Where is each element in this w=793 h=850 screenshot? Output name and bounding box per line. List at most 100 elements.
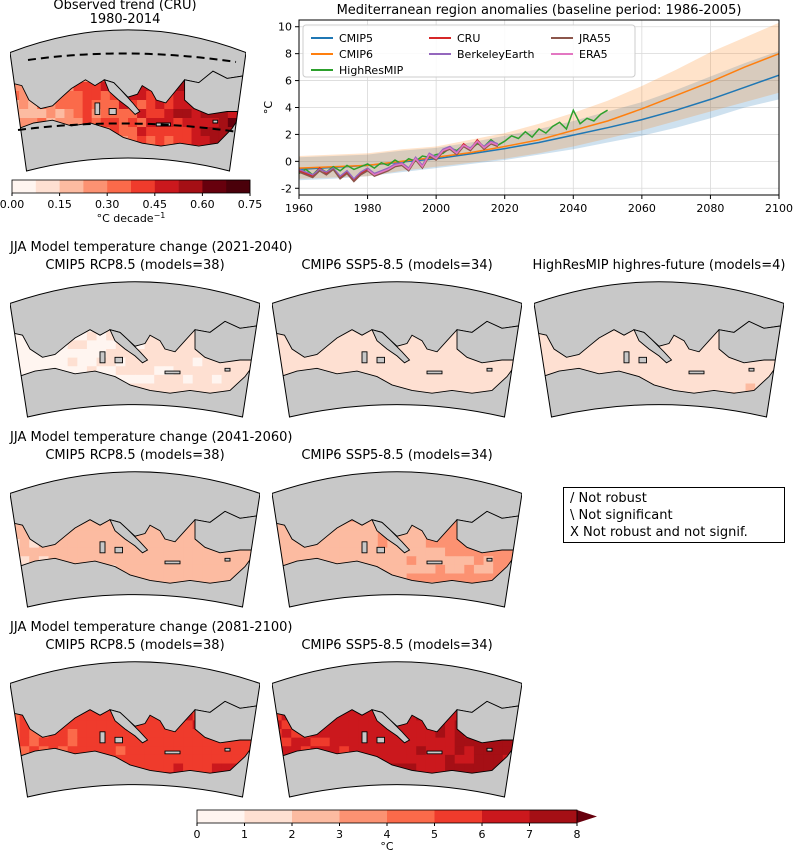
- colorbar-tick-label: 0.75: [238, 198, 262, 211]
- map-title: CMIP6 SSP5-8.5 (models=34): [301, 258, 493, 273]
- land-area: [456, 510, 522, 554]
- land-area: [224, 747, 231, 752]
- x-tick-label: 2060: [628, 202, 656, 215]
- section-title: JJA Model temperature change (2021-2040): [10, 240, 293, 255]
- colorbar-tick-label: 0.15: [47, 198, 72, 211]
- land-area: [114, 546, 123, 554]
- land-area: [94, 102, 101, 115]
- colorbar-tick-label: 8: [574, 828, 581, 841]
- colorbar-unit-label: °C: [380, 840, 394, 850]
- obs-title-line1: Observed trend (CRU): [53, 0, 197, 13]
- land-area: [114, 356, 123, 364]
- land-area: [184, 70, 246, 115]
- colorbar-bin: [107, 180, 132, 193]
- land-area: [109, 709, 149, 744]
- section-title: JJA Model temperature change (2081-2100): [10, 620, 293, 635]
- colorbar-tick-label: 1: [241, 828, 248, 841]
- hatch-legend-item: \ Not significant: [570, 508, 673, 523]
- hatch-legend-item: / Not robust: [570, 491, 647, 506]
- y-tick-label: 8: [285, 48, 292, 61]
- x-tick-label: 1960: [285, 202, 313, 215]
- map-title: CMIP6 SSP5-8.5 (models=34): [301, 448, 493, 463]
- legend-label: ERA5: [579, 48, 608, 61]
- y-tick-label: 6: [285, 75, 292, 88]
- colorbar-bin: [12, 180, 37, 193]
- colorbar-bin: [131, 180, 156, 193]
- colorbar-bin: [202, 180, 227, 193]
- colorbar-tick-label: 2: [289, 828, 296, 841]
- region-boundary-north: [27, 52, 237, 63]
- colorbar-bin: [244, 810, 293, 823]
- y-tick-label: 2: [285, 128, 292, 141]
- land-area: [109, 329, 149, 364]
- colorbar-bin: [154, 180, 179, 193]
- land-area: [486, 747, 493, 752]
- x-tick-label: 2040: [559, 202, 587, 215]
- legend-label: CMIP6: [339, 48, 373, 61]
- land-area: [748, 367, 755, 372]
- colorbar-tick-label: 5: [431, 828, 438, 841]
- temperature-change-map: [10, 661, 260, 798]
- chart-legend: CMIP5 CMIP6 HighResMIP CRU BerkeleyEarth JRA5…: [302, 24, 636, 78]
- legend-label: JRA55: [578, 32, 611, 45]
- land-area: [718, 320, 784, 364]
- land-area: [10, 113, 246, 171]
- colorbar-tick-label: 0: [194, 828, 201, 841]
- colorbar-tick-label: 0.00: [0, 198, 24, 211]
- colorbar-tick-label: 0.45: [143, 198, 168, 211]
- land-area: [194, 510, 260, 554]
- colorbar-bin: [226, 180, 251, 193]
- colorbar-bin: [339, 810, 388, 823]
- colorbar-tick-label: 7: [526, 828, 533, 841]
- x-tick-label: 2000: [422, 202, 450, 215]
- colorbar-bin: [529, 810, 578, 823]
- land-area: [99, 731, 106, 744]
- y-tick-label: 4: [285, 102, 292, 115]
- series-band-cmip6: [299, 22, 779, 179]
- observed-trend-map: [10, 29, 246, 172]
- land-area: [371, 329, 411, 364]
- obs-title-line2: 1980-2014: [89, 12, 161, 27]
- chart-title: Mediterranean region anomalies (baseline…: [337, 3, 742, 18]
- colorbar-tick-label: 0.60: [190, 198, 215, 211]
- land-area: [638, 356, 647, 364]
- land-area: [534, 362, 784, 418]
- colorbar-unit-label: °C decade−1: [97, 211, 166, 224]
- land-area: [194, 700, 260, 744]
- land-area: [194, 320, 260, 364]
- colorbar-bin: [197, 810, 245, 823]
- map-title: HighResMIP highres-future (models=4): [532, 258, 786, 273]
- land-area: [456, 700, 522, 744]
- region-boundary-south: [17, 122, 239, 133]
- land-area: [376, 736, 385, 744]
- legend-label: HighResMIP: [339, 64, 404, 77]
- land-area: [376, 546, 385, 554]
- colorbar-extend-arrow: [577, 810, 597, 823]
- hatch-legend-item: X Not robust and not signif.: [570, 525, 748, 540]
- land-area: [164, 370, 181, 375]
- land-area: [103, 79, 141, 115]
- temperature-change-map: [272, 281, 522, 418]
- colorbar-bin: [482, 810, 530, 823]
- temperature-change-map: [10, 281, 260, 418]
- x-tick-label: 2020: [491, 202, 519, 215]
- legend-label: CRU: [457, 32, 480, 45]
- land-area: [224, 367, 231, 372]
- colorbar-tick-label: 3: [336, 828, 343, 841]
- anomalies-line-chart: Mediterranean region anomalies (baseline…: [262, 3, 793, 215]
- land-area: [376, 356, 385, 364]
- land-area: [272, 362, 522, 418]
- temperature-change-colorbar: 0 1 2 3 4 5 6 7 8 °C: [194, 809, 597, 850]
- land-area: [361, 731, 368, 744]
- land-area: [272, 742, 522, 798]
- land-area: [486, 367, 493, 372]
- land-area: [633, 329, 673, 364]
- land-area: [212, 119, 219, 124]
- land-area: [10, 742, 260, 798]
- map-title: CMIP5 RCP8.5 (models=38): [45, 448, 225, 463]
- series-line-jra55: [298, 141, 499, 183]
- colorbar-tick-label: 6: [479, 828, 486, 841]
- land-area: [224, 557, 231, 562]
- series-line-era5: [367, 140, 499, 176]
- legend-label: BerkeleyEarth: [457, 48, 534, 61]
